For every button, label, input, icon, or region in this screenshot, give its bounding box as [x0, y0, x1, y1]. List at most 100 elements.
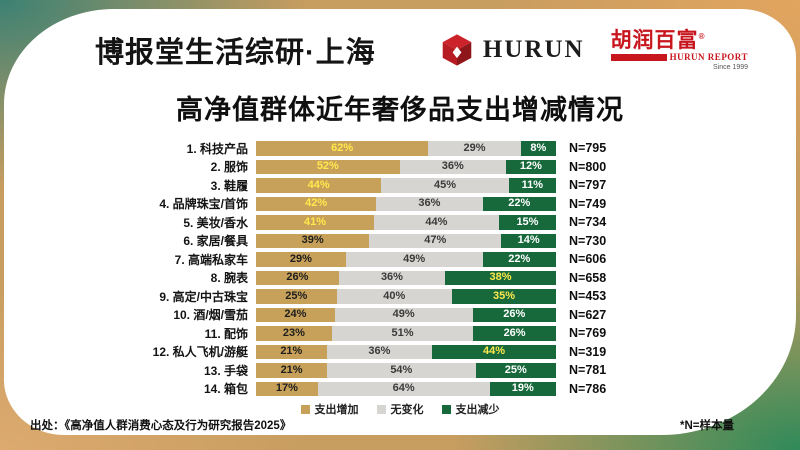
segment-value: 44% [425, 215, 448, 228]
stacked-bar: 24% 49% 26% [256, 307, 556, 322]
legend-item-no-change: 无变化 [376, 401, 424, 417]
bar-segment-increase: 26% [256, 270, 339, 285]
bar-segment-no-change: 45% [381, 178, 509, 193]
segment-value: 29% [289, 252, 312, 265]
registered-mark: ® [698, 31, 706, 41]
bar-segment-increase: 21% [256, 344, 327, 359]
row-label: 12. 私人飞机/游艇 [152, 345, 248, 360]
row-label: 5. 美妆/香水 [183, 215, 248, 230]
bar-segment-decrease: 26% [473, 326, 556, 341]
chart-legend: 支出增加 无变化 支出减少 [0, 401, 800, 417]
sample-size: N=606 [569, 252, 607, 267]
bar-segment-increase: 39% [256, 233, 370, 248]
bar-segment-increase: 23% [256, 326, 332, 341]
chart-row: 13. 手袋 21% 54% 25% N=781 [30, 361, 770, 380]
sample-size: N=730 [569, 233, 607, 248]
bar-segment-increase: 25% [256, 289, 337, 304]
segment-value: 26% [503, 308, 526, 321]
sample-size: N=319 [569, 344, 607, 359]
segment-value: 36% [418, 197, 441, 210]
bar-segment-increase: 21% [256, 363, 328, 378]
row-label: 10. 酒/烟/雪茄 [173, 308, 248, 323]
red-bar-decoration [610, 53, 667, 61]
legend-swatch-no-change [376, 404, 386, 414]
segment-value: 44% [307, 178, 330, 191]
legend-label: 无变化 [390, 404, 424, 416]
bar-segment-no-change: 36% [338, 270, 446, 285]
bar-segment-decrease: 22% [482, 196, 556, 211]
segment-value: 47% [424, 234, 447, 247]
stacked-bar: 23% 51% 26% [256, 326, 556, 341]
segment-value: 11% [521, 178, 544, 191]
stacked-bar: 41% 44% 15% [256, 215, 556, 230]
hurun-report-en: HURUN REPORT [669, 51, 748, 62]
bar-segment-increase: 29% [256, 252, 346, 267]
row-label: 8. 腕表 [210, 271, 248, 286]
segment-value: 38% [489, 271, 512, 284]
bar-segment-decrease: 35% [452, 289, 556, 304]
row-label: 3. 鞋履 [210, 178, 248, 193]
segment-value: 23% [282, 326, 305, 339]
row-label: 13. 手袋 [203, 363, 248, 378]
segment-value: 25% [504, 363, 527, 376]
segment-value: 64% [392, 382, 415, 395]
chart-row: 8. 腕表 26% 36% 38% N=658 [30, 269, 770, 288]
sample-size: N=795 [569, 141, 607, 156]
chart-row: 7. 高端私家车 29% 49% 22% N=606 [30, 250, 770, 269]
segment-value: 36% [380, 271, 403, 284]
hurun-wordmark: HURUN [482, 36, 585, 63]
segment-value: 22% [508, 197, 531, 210]
bar-segment-decrease: 25% [475, 363, 556, 378]
legend-swatch-decrease [441, 404, 451, 414]
segment-value: 49% [392, 308, 415, 321]
bar-segment-decrease: 12% [505, 159, 556, 174]
chart-row: 10. 酒/烟/雪茄 24% 49% 26% N=627 [30, 306, 770, 325]
bar-segment-increase: 17% [256, 381, 318, 396]
sample-size: N=658 [569, 270, 607, 285]
legend-item-decrease: 支出减少 [441, 401, 500, 417]
bar-segment-decrease: 38% [445, 270, 556, 285]
segment-value: 21% [280, 345, 303, 358]
row-label: 7. 高端私家车 [174, 252, 248, 267]
stacked-bar: 17% 64% 19% [256, 381, 556, 396]
bar-segment-decrease: 44% [432, 344, 556, 359]
hurun-logo: HURUN [440, 33, 585, 67]
hurun-report-cn: 胡润百富® [610, 28, 706, 52]
segment-value: 14% [517, 234, 540, 247]
bar-segment-no-change: 64% [317, 381, 490, 396]
chart-row: 12. 私人飞机/游艇 21% 36% 44% N=319 [30, 343, 770, 362]
page-title: 高净值群体近年奢侈品支出增减情况 [176, 95, 624, 125]
bar-segment-increase: 42% [256, 196, 377, 211]
bar-segment-decrease: 14% [501, 233, 556, 248]
stacked-bar: 52% 36% 12% [256, 159, 556, 174]
segment-value: 35% [493, 289, 516, 302]
legend-label: 支出增加 [314, 404, 359, 416]
stacked-bar: 25% 40% 35% [256, 289, 556, 304]
stacked-bar: 21% 36% 44% [256, 344, 556, 359]
segment-value: 52% [316, 160, 339, 173]
sample-size: N=769 [569, 326, 607, 341]
sample-size: N=781 [569, 363, 607, 378]
bar-segment-increase: 62% [256, 141, 429, 156]
bar-segment-increase: 41% [256, 215, 374, 230]
bar-segment-no-change: 44% [373, 215, 499, 230]
sample-size: N=786 [569, 381, 607, 396]
segment-value: 24% [284, 308, 307, 321]
chart-row: 9. 高定/中古珠宝 25% 40% 35% N=453 [30, 287, 770, 306]
hurun-report-logo: 胡润百富® HURUN REPORT Since 1999 [610, 28, 748, 71]
bar-segment-decrease: 19% [489, 381, 556, 396]
sample-size-note: *N=样本量 [680, 420, 734, 432]
stacked-bar-chart: 1. 科技产品 62% 29% 8% N=795 2. 服饰 52% 36% 12% N=800 3… [30, 139, 770, 398]
segment-value: 49% [403, 252, 426, 265]
chart-row: 14. 箱包 17% 64% 19% N=786 [30, 380, 770, 399]
sample-size: N=627 [569, 307, 607, 322]
segment-value: 17% [275, 382, 298, 395]
segment-value: 39% [301, 234, 324, 247]
sample-size: N=734 [569, 215, 607, 230]
row-label: 14. 箱包 [203, 382, 248, 397]
segment-value: 22% [508, 252, 531, 265]
bar-segment-increase: 52% [256, 159, 400, 174]
chart-row: 11. 配饰 23% 51% 26% N=769 [30, 324, 770, 343]
legend-label: 支出减少 [455, 404, 500, 416]
